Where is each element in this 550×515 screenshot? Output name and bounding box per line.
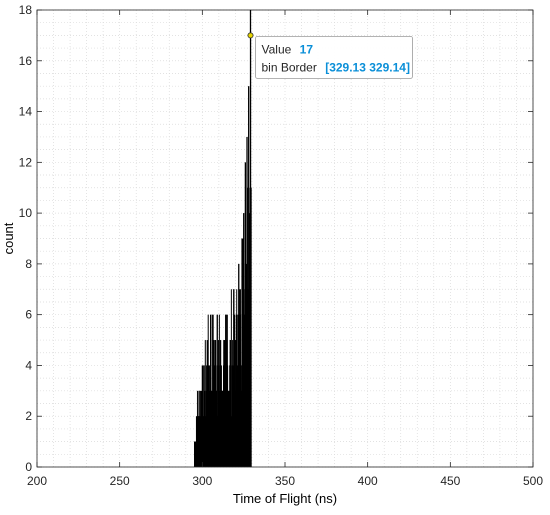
histogram-bar bbox=[218, 314, 220, 467]
histogram-bar-peak bbox=[246, 136, 248, 467]
datatip: Value 17 bin Border [329.13 329.14] bbox=[247, 10, 413, 79]
datatip-bin-label: bin Border bbox=[261, 60, 316, 74]
y-tick-label: 6 bbox=[25, 308, 32, 322]
histogram-bar bbox=[204, 340, 206, 467]
histogram-bar-peak bbox=[201, 365, 204, 467]
histogram-bar-peak bbox=[216, 314, 218, 467]
y-tick-label: 8 bbox=[25, 257, 32, 271]
histogram-bar-peak bbox=[238, 263, 240, 467]
datatip-value: 17 bbox=[300, 42, 314, 56]
y-tick-label: 18 bbox=[19, 3, 33, 17]
datatip-bin-row: bin Border [329.13 329.14] bbox=[261, 60, 409, 74]
histogram-bars bbox=[194, 35, 252, 468]
histogram-bar-peak bbox=[229, 340, 232, 467]
histogram-bar-peak bbox=[210, 314, 212, 467]
histogram-bar-peak bbox=[241, 238, 243, 467]
x-axis-label: Time of Flight (ns) bbox=[233, 491, 337, 506]
x-tick-label: 500 bbox=[523, 474, 543, 488]
y-tick-label: 2 bbox=[25, 409, 32, 423]
x-tick-label: 450 bbox=[440, 474, 460, 488]
y-axis-label: count bbox=[1, 222, 16, 254]
y-tick-label: 10 bbox=[19, 206, 33, 220]
histogram-bar-peak bbox=[203, 365, 205, 467]
y-tick-label: 0 bbox=[25, 460, 32, 474]
histogram-bar-peak bbox=[198, 390, 200, 467]
datatip-value-row: Value 17 bbox=[261, 42, 313, 56]
x-tick-label: 300 bbox=[192, 474, 212, 488]
y-tick-label: 12 bbox=[19, 155, 33, 169]
y-tick-label: 4 bbox=[25, 358, 32, 372]
histogram-bar-peak bbox=[206, 340, 208, 467]
histogram-bar-peak bbox=[244, 162, 247, 468]
x-tick-label: 350 bbox=[275, 474, 295, 488]
datatip-marker[interactable] bbox=[247, 32, 254, 39]
histogram-bar-peak bbox=[213, 340, 215, 467]
tick-labels: 200 250 300 350 400 450 500 0 2 4 6 8 10 12 14 16 18 bbox=[19, 3, 544, 488]
histogram-bar bbox=[211, 314, 213, 467]
x-tick-label: 400 bbox=[358, 474, 378, 488]
histogram-bar-peak bbox=[219, 340, 222, 467]
histogram-bar-peak bbox=[226, 314, 228, 467]
histogram-bar-peak bbox=[239, 314, 242, 467]
histogram-bar-peak bbox=[233, 289, 235, 467]
histogram-bar-peak bbox=[223, 340, 225, 467]
datatip-bin-border: [329.13 329.14] bbox=[325, 60, 410, 74]
x-tick-label: 200 bbox=[27, 474, 47, 488]
y-tick-label: 16 bbox=[19, 54, 33, 68]
histogram-bar-base bbox=[194, 441, 251, 467]
histogram-bar-peak bbox=[248, 86, 250, 468]
y-tick-label: 14 bbox=[19, 105, 33, 119]
datatip-value-label: Value bbox=[261, 42, 291, 56]
histogram-bar-peak bbox=[243, 213, 245, 467]
histogram-bar-peak bbox=[236, 314, 238, 467]
histogram-bar-peak bbox=[249, 35, 252, 468]
datatip-box bbox=[255, 35, 413, 79]
axes bbox=[36, 9, 534, 468]
histogram-bar bbox=[230, 289, 232, 467]
x-tick-label: 250 bbox=[110, 474, 130, 488]
